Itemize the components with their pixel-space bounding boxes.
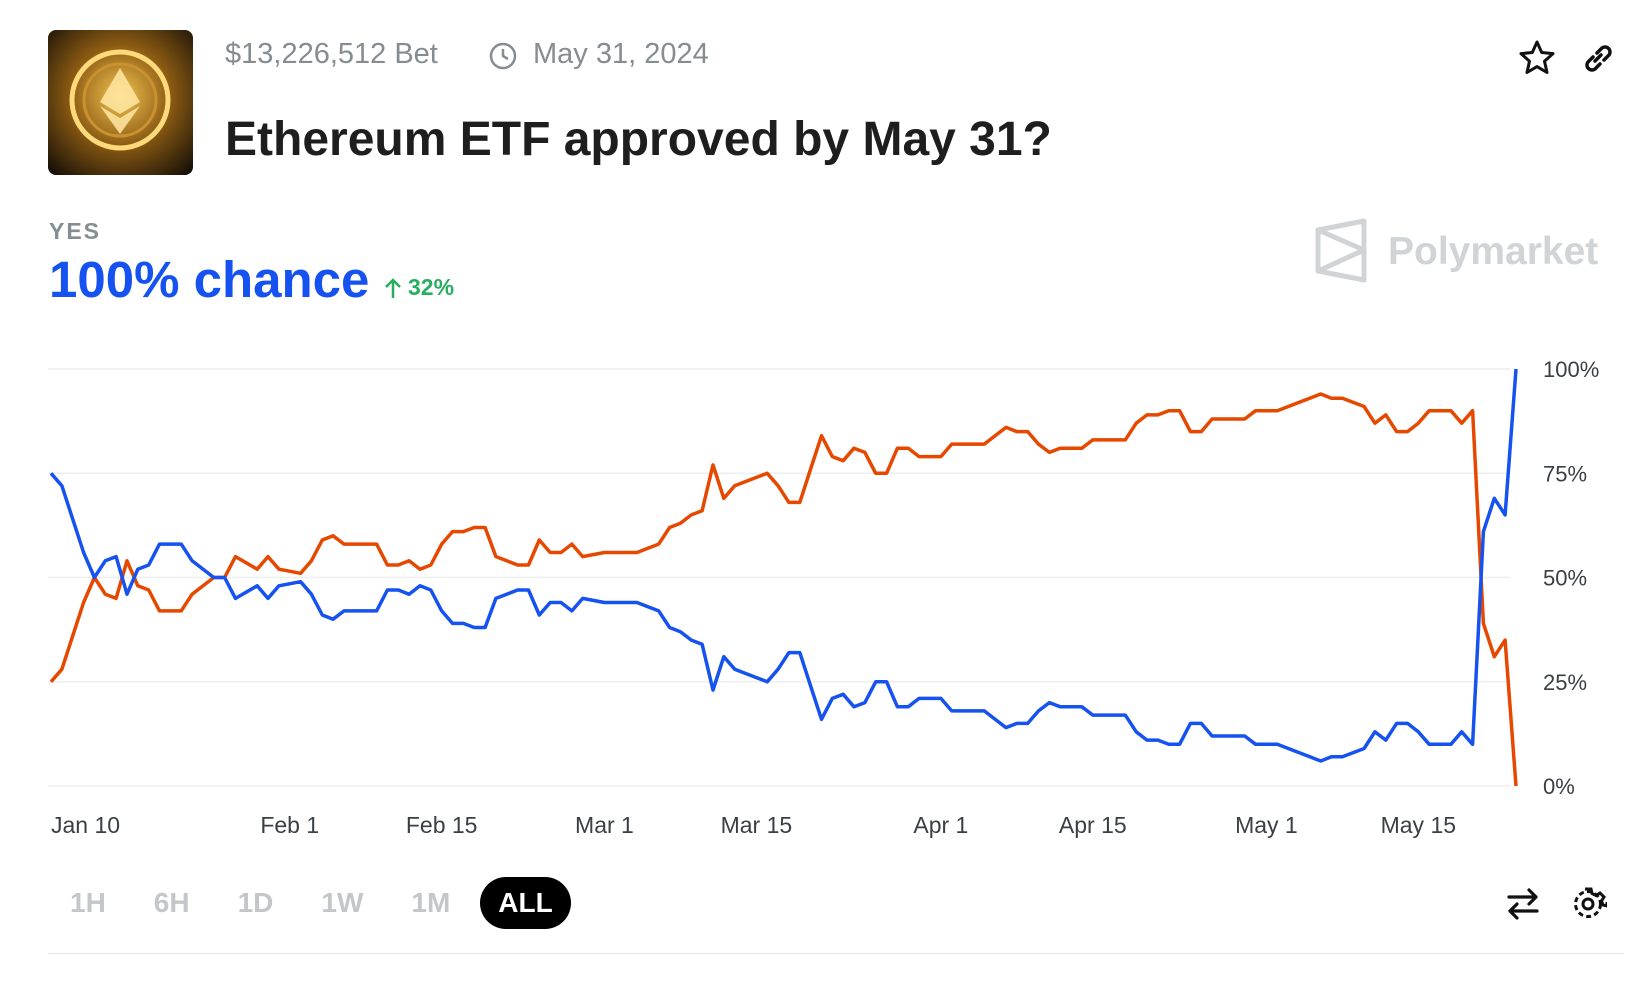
star-button[interactable] <box>1517 38 1557 78</box>
timeframe-button[interactable]: 1W <box>321 887 364 918</box>
x-tick-label: Apr 15 <box>1059 812 1127 838</box>
end-date: May 31, 2024 <box>533 38 709 70</box>
x-tick-label: Feb 15 <box>406 812 478 838</box>
chart: 0% 25% 50% 75% 100% Jan 10 Feb 1 Feb 15 Mar 1 Mar… <box>48 357 1599 838</box>
series-line <box>49 392 1518 787</box>
clock-icon <box>489 42 517 70</box>
chance-change: 32% <box>408 274 455 300</box>
timeframe-button[interactable]: 1D <box>237 887 274 918</box>
market-title: Ethereum ETF approved by May 31? <box>225 113 1052 166</box>
x-tick-label: Apr 1 <box>913 812 968 838</box>
y-tick-label: 0% <box>1543 774 1575 799</box>
y-tick-label: 25% <box>1543 670 1587 695</box>
x-tick-label: May 15 <box>1381 812 1456 838</box>
swap-button[interactable] <box>1505 886 1541 922</box>
up-arrow <box>385 278 401 298</box>
link-button[interactable] <box>1580 40 1616 76</box>
series-line <box>49 368 1518 763</box>
brand-logo <box>1315 218 1367 283</box>
timeframe-button[interactable]: 1M <box>411 887 451 918</box>
timeframe-button[interactable]: ALL <box>480 877 571 929</box>
x-tick-label: Jan 10 <box>51 812 120 838</box>
divider <box>48 953 1624 954</box>
market-image <box>48 30 193 175</box>
timeframe-button[interactable]: 6H <box>153 887 190 918</box>
x-tick-label: Feb 1 <box>260 812 319 838</box>
y-tick-label: 50% <box>1543 566 1587 591</box>
brand-name: Polymarket <box>1388 230 1599 273</box>
settings-button[interactable] <box>1569 885 1607 923</box>
timeframe-button[interactable]: 1H <box>70 887 106 918</box>
outcome-label: YES <box>49 218 102 244</box>
x-tick-label: May 1 <box>1235 812 1298 838</box>
bet-volume: $13,226,512 Bet <box>225 38 438 70</box>
x-tick-label: Mar 15 <box>721 812 793 838</box>
y-tick-label: 100% <box>1543 357 1599 382</box>
y-tick-label: 75% <box>1543 461 1587 486</box>
timeframe-selector: 1H 6H 1D 1W 1M ALL <box>52 877 571 929</box>
x-tick-label: Mar 1 <box>575 812 634 838</box>
outcome-chance: 100% chance <box>49 251 370 308</box>
